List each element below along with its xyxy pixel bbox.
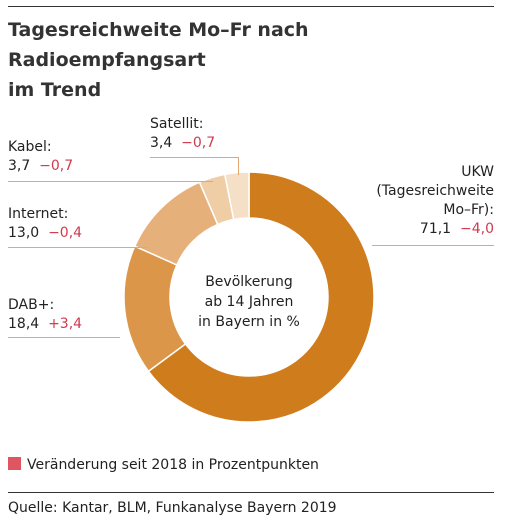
label-ukw-change: −4,0 [460,221,494,237]
leader-dab [8,337,120,338]
label-satellit-value: 3,4 [150,135,173,151]
chart-title-line-2: im Trend [8,79,102,101]
donut-slice-4 [223,171,250,221]
center-line-1: Bevölkerung [205,274,293,290]
source-note: Quelle: Kantar, BLM, Funkanalyse Bayern … [8,500,337,516]
label-ukw-line-1: UKW [461,164,494,180]
label-satellit-name: Satellit: [150,116,204,132]
leader-satellit-h [150,157,238,158]
chart-title-line-1: Tagesreichweite Mo–Fr nach Radioempfangs… [8,19,309,71]
top-rule [8,6,494,7]
label-dab-name: DAB+: [8,297,55,313]
label-ukw-line-2: (Tagesreichweite [376,183,494,199]
leader-internet [8,247,148,248]
label-satellit: Satellit: 3,4 −0,7 [150,115,215,153]
bottom-rule [8,492,494,493]
label-kabel-value: 3,7 [8,158,31,174]
legend-change-swatch [8,457,21,470]
center-line-2: ab 14 Jahren [204,294,294,310]
label-kabel: Kabel: 3,7 −0,7 [8,138,73,176]
leader-satellit-v [238,157,239,175]
label-kabel-change: −0,7 [39,158,74,174]
label-ukw-line-3: Mo–Fr): [443,202,494,218]
legend: Veränderung seit 2018 in Prozentpunkten [8,456,319,474]
label-dab-change: +3,4 [48,316,83,332]
label-internet-name: Internet: [8,206,69,222]
legend-change-label: Veränderung seit 2018 in Prozentpunkten [27,457,319,473]
label-internet-change: −0,4 [48,225,83,241]
center-line-3: in Bayern in % [198,314,300,330]
label-satellit-change: −0,7 [181,135,216,151]
label-dab-value: 18,4 [8,316,40,332]
label-ukw: UKW (Tagesreichweite Mo–Fr): 71,1 −4,0 [330,163,494,239]
label-kabel-name: Kabel: [8,139,52,155]
chart-title: Tagesreichweite Mo–Fr nach Radioempfangs… [8,15,488,105]
donut-slice-0 [147,171,375,423]
label-internet: Internet: 13,0 −0,4 [8,205,82,243]
leader-kabel [8,181,213,182]
label-internet-value: 13,0 [8,225,40,241]
label-ukw-value: 71,1 [419,221,452,237]
label-dab: DAB+: 18,4 +3,4 [8,296,82,334]
leader-ukw [372,245,494,246]
donut-center-label: Bevölkerung ab 14 Jahren in Bayern in % [170,272,328,332]
